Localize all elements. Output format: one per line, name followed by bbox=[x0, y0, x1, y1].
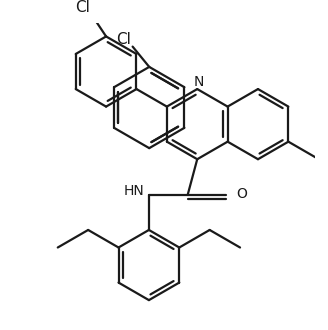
Text: Cl: Cl bbox=[75, 0, 91, 15]
Text: HN: HN bbox=[124, 184, 145, 198]
Text: Cl: Cl bbox=[116, 32, 131, 47]
Text: N: N bbox=[194, 75, 204, 89]
Text: O: O bbox=[236, 187, 247, 201]
